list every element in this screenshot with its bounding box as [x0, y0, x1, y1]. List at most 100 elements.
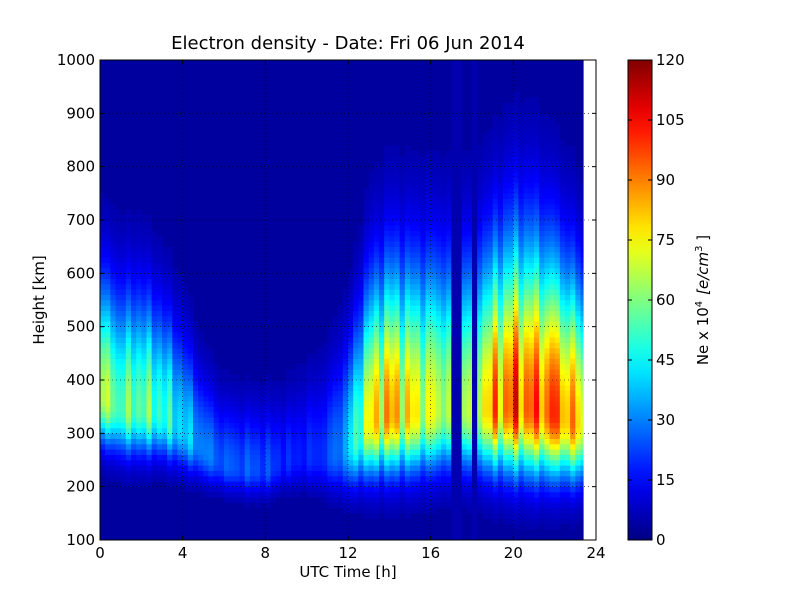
heatmap-cell: [488, 481, 493, 487]
heatmap-cell: [234, 465, 239, 471]
heatmap-cell: [508, 279, 513, 285]
heatmap-cell: [384, 503, 389, 509]
heatmap-cell: [338, 444, 343, 450]
heatmap-cell: [524, 359, 529, 365]
heatmap-cell: [338, 401, 343, 407]
heatmap-cell: [265, 476, 270, 482]
heatmap-cell: [389, 481, 394, 487]
heatmap-cell: [405, 252, 410, 258]
heatmap-cell: [193, 449, 198, 455]
heatmap-cell: [219, 412, 224, 418]
heatmap-cell: [110, 385, 115, 391]
heatmap-cell: [178, 295, 183, 301]
heatmap-cell: [167, 273, 172, 279]
heatmap-cell: [131, 353, 136, 359]
heatmap-cell: [539, 348, 544, 354]
heatmap-cell: [462, 177, 467, 183]
heatmap-cell: [100, 215, 105, 221]
heatmap-cell: [110, 433, 115, 439]
heatmap-cell: [477, 460, 482, 466]
heatmap-cell: [276, 455, 281, 461]
heatmap-cell: [529, 481, 534, 487]
heatmap-cell: [188, 412, 193, 418]
heatmap-cell: [519, 151, 524, 157]
heatmap-cell: [565, 439, 570, 445]
heatmap-cell: [493, 449, 498, 455]
heatmap-cell: [498, 492, 503, 498]
heatmap-cell: [534, 343, 539, 349]
heatmap-cell: [550, 220, 555, 226]
heatmap-cell: [420, 412, 425, 418]
heatmap-cell: [441, 481, 446, 487]
heatmap-cell: [451, 135, 456, 141]
heatmap-cell: [400, 316, 405, 322]
heatmap-cell: [116, 321, 121, 327]
heatmap-cell: [333, 380, 338, 386]
heatmap-cell: [374, 311, 379, 317]
heatmap-cell: [457, 327, 462, 333]
heatmap-cell: [327, 465, 332, 471]
heatmap-cell: [410, 247, 415, 253]
heatmap-cell: [369, 209, 374, 215]
heatmap-cell: [529, 257, 534, 263]
heatmap-cell: [333, 465, 338, 471]
heatmap-cell: [513, 113, 518, 119]
heatmap-cell: [482, 172, 487, 178]
heatmap-cell: [286, 391, 291, 397]
heatmap-cell: [446, 321, 451, 327]
heatmap-cell: [477, 423, 482, 429]
heatmap-cell: [157, 273, 162, 279]
heatmap-cell: [338, 364, 343, 370]
heatmap-cell: [477, 177, 482, 183]
heatmap-cell: [384, 225, 389, 231]
heatmap-cell: [565, 481, 570, 487]
heatmap-cell: [457, 145, 462, 151]
heatmap-cell: [157, 364, 162, 370]
heatmap-cell: [250, 433, 255, 439]
heatmap-cell: [415, 439, 420, 445]
heatmap-cell: [105, 433, 110, 439]
heatmap-cell: [271, 407, 276, 413]
heatmap-cell: [379, 375, 384, 381]
heatmap-cell: [348, 321, 353, 327]
heatmap-cell: [570, 407, 575, 413]
heatmap-cell: [147, 295, 152, 301]
heatmap-cell: [353, 263, 358, 269]
heatmap-cell: [539, 439, 544, 445]
heatmap-cell: [477, 151, 482, 157]
heatmap-cell: [550, 497, 555, 503]
heatmap-cell: [420, 289, 425, 295]
heatmap-cell: [374, 209, 379, 215]
heatmap-cell: [544, 433, 549, 439]
heatmap-cell: [379, 476, 384, 482]
heatmap-cell: [482, 353, 487, 359]
heatmap-cell: [152, 343, 157, 349]
heatmap-cell: [188, 487, 193, 493]
heatmap-cell: [250, 476, 255, 482]
heatmap-cell: [167, 284, 172, 290]
heatmap-cell: [534, 225, 539, 231]
heatmap-cell: [508, 471, 513, 477]
heatmap-cell: [147, 471, 152, 477]
heatmap-cell: [214, 369, 219, 375]
heatmap-cell: [338, 311, 343, 317]
heatmap-cell: [544, 423, 549, 429]
heatmap-cell: [529, 268, 534, 274]
heatmap-cell: [555, 311, 560, 317]
heatmap-cell: [550, 188, 555, 194]
heatmap-cell: [395, 156, 400, 162]
heatmap-cell: [477, 295, 482, 301]
heatmap-cell: [581, 279, 584, 285]
heatmap-cell: [188, 391, 193, 397]
heatmap-cell: [513, 423, 518, 429]
heatmap-cell: [431, 263, 436, 269]
heatmap-cell: [353, 364, 358, 370]
heatmap-cell: [544, 289, 549, 295]
heatmap-cell: [286, 471, 291, 477]
heatmap-cell: [255, 385, 260, 391]
heatmap-cell: [498, 236, 503, 242]
heatmap-cell: [400, 188, 405, 194]
heatmap-cell: [415, 289, 420, 295]
heatmap-cell: [472, 204, 477, 210]
